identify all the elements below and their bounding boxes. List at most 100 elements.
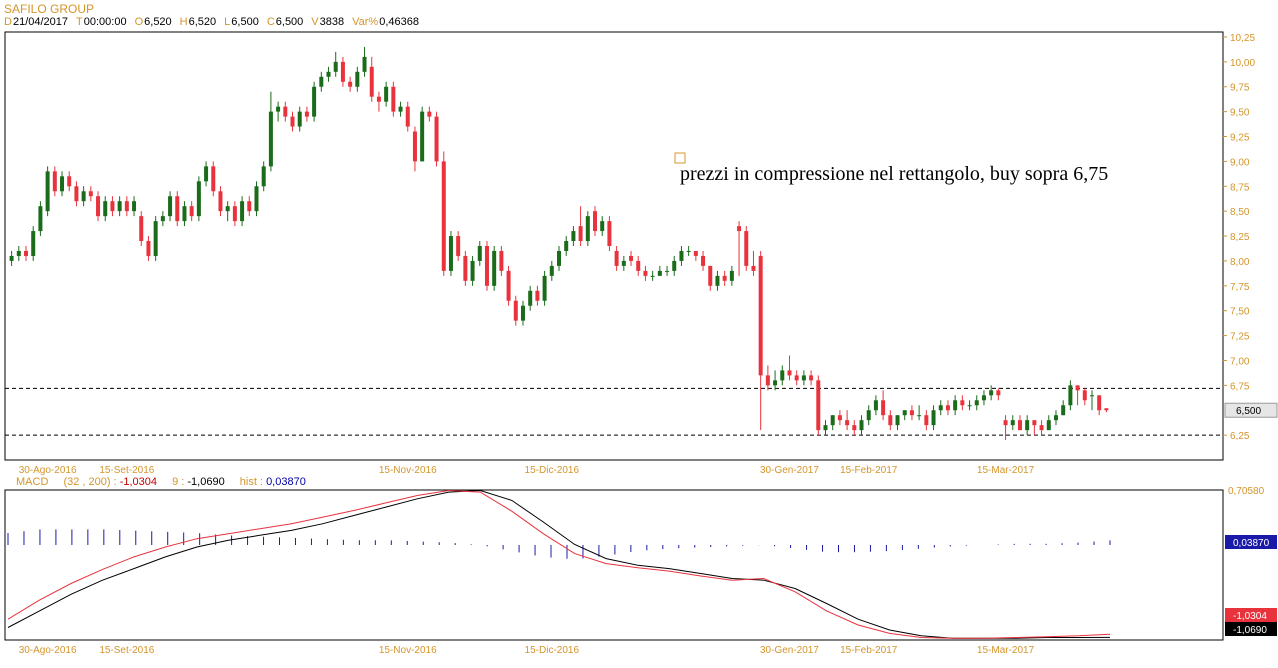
candle-body [369,66,374,97]
candle-body [492,250,497,286]
candle-body [780,370,785,381]
ohlc-key: C [266,16,275,28]
ohlc-key: O [134,16,144,28]
ohlc-value: 6,500 [231,16,259,28]
candle-body [31,231,36,256]
ohlc-key: T [76,16,83,28]
candle-body [376,96,381,102]
candle-body [931,410,936,426]
candle-body [290,116,295,127]
candle-body [67,176,72,187]
candle-body [1025,420,1030,431]
candle-body [737,226,742,232]
candle-body [787,370,792,376]
candle-body [1039,425,1044,431]
x-tick-label: 15-Nov-2016 [379,465,437,476]
y-tick-label: 8,00 [1230,257,1250,268]
candle-body [816,380,821,431]
candle-body [499,250,504,271]
candle-body [924,415,929,426]
candle-body [153,221,158,256]
candle-body [686,250,691,252]
hist-value: 0,03870 [266,476,306,488]
candle-body [110,201,115,212]
macd-y-tick-label: 0,70580 [1228,486,1265,497]
y-tick-label: 8,25 [1230,232,1250,243]
candle-body [967,405,972,407]
candle-body [45,171,50,212]
candle-body [175,196,180,222]
candle-body [283,106,288,117]
ohlc-value: 0,46368 [379,16,419,28]
candle-body [434,116,439,162]
candle-body [600,221,605,232]
candle-body [355,71,360,87]
ohlc-key: V [311,16,319,28]
ohlc-key: H [179,16,188,28]
candle-body [672,260,677,271]
candle-body [477,246,482,261]
signal-line [7,489,1111,639]
y-tick-label: 8,50 [1230,207,1250,218]
candle-body [333,61,338,72]
candle-body [189,206,194,217]
candle-body [715,275,720,286]
last-price-label: 6,500 [1236,406,1261,417]
candle-body [773,380,778,386]
candle-body [254,186,259,212]
candle-body [866,410,871,421]
y-tick-label: 10,25 [1230,33,1255,44]
signal-period: 9 : [172,476,185,488]
y-tick-label: 6,75 [1230,381,1250,392]
candle-body [895,415,900,426]
candle-body [74,186,79,202]
candle-body [614,250,619,266]
candle-body [729,270,734,281]
candle-body [564,241,569,251]
candle-body [845,420,850,426]
hist-label: hist : [239,476,263,488]
candle-body [168,196,173,217]
candle-body [146,241,151,256]
candle-body [88,191,93,197]
candle-body [1082,390,1087,401]
candle-body [974,400,979,406]
candle-body [881,400,886,416]
candle-body [953,400,958,411]
macd-panel-frame [4,489,1224,641]
candle-body [96,196,101,217]
x-tick-label: 30-Ago-2016 [19,645,77,656]
candle-body [506,270,511,301]
candle-body [1061,405,1066,416]
x-tick-label: 15-Mar-2017 [977,465,1035,476]
macd-header: MACD (32 , 200) : -1,0304 9 : -1,0690 hi… [16,476,306,488]
candle-body [665,270,670,272]
candle-body [1104,408,1109,411]
candle-body [744,231,749,266]
candle-body [701,255,706,266]
candle-body [391,86,396,112]
y-tick-label: 9,00 [1230,157,1250,168]
ohlc-readout: D21/04/2017 T00:00:00 O6,520 H6,520 L6,500 C6… [4,16,427,28]
y-tick-label: 6,25 [1230,431,1250,442]
candle-body [1089,395,1094,397]
x-tick-label: 15-Mar-2017 [977,645,1035,656]
y-tick-label: 10,00 [1230,58,1255,69]
candle-body [420,111,425,162]
y-tick-label: 9,75 [1230,83,1250,94]
candle-body [643,270,648,276]
candle-body [326,71,331,77]
candle-body [103,201,108,217]
candle-body [405,106,410,127]
ohlc-value: 6,520 [144,16,172,28]
candle-body [945,405,950,411]
candle-body [182,206,187,222]
macd-value: -1,0304 [119,476,158,488]
candle-body [528,290,533,306]
y-tick-label: 7,75 [1230,282,1250,293]
candle-body [571,231,576,242]
candle-body [132,201,137,212]
candle-body [693,250,698,256]
ohlc-key: D [4,16,12,28]
